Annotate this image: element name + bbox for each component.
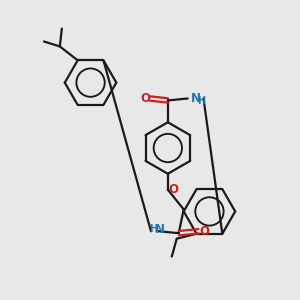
- Text: N: N: [190, 92, 201, 105]
- Text: H: H: [149, 224, 157, 234]
- Text: H: H: [197, 97, 206, 106]
- Text: O: O: [140, 92, 150, 105]
- Text: N: N: [155, 223, 165, 236]
- Text: O: O: [200, 225, 209, 238]
- Text: O: O: [169, 183, 179, 196]
